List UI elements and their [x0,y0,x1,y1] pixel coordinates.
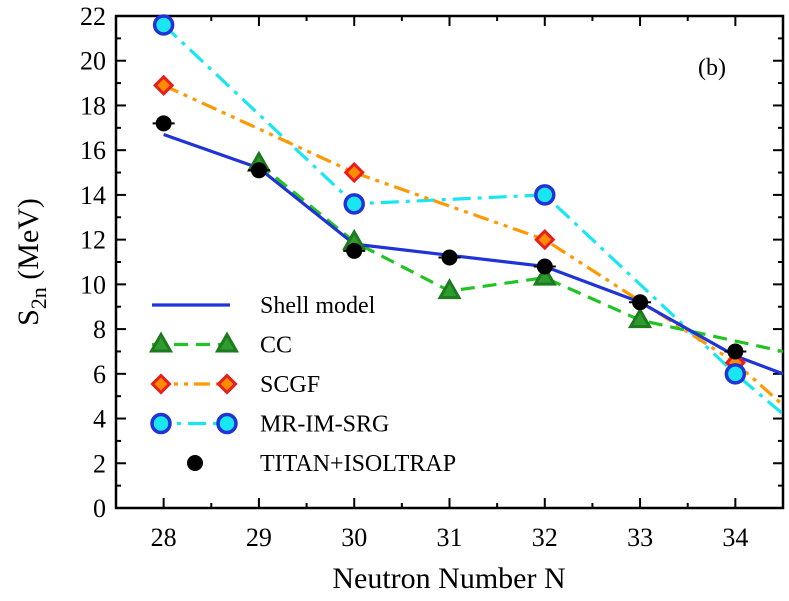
legend-label-cc: CC [260,333,292,359]
y-tick-label: 10 [80,270,106,299]
y-tick-label: 16 [80,136,106,165]
legend-marker-scgf-right [216,373,238,395]
x-tick-label: 33 [627,523,653,552]
y-tick-label: 6 [93,360,106,389]
data-point-scgf [534,229,556,251]
legend-marker-scgf-left [150,373,172,395]
data-point-exp [441,249,458,266]
data-point-cc [627,307,653,329]
y-axis-title: S2n (MeV) [12,198,51,326]
data-point-scgf [343,161,365,184]
data-point-mrimsrg [343,193,365,215]
x-tick-label: 32 [532,523,558,552]
data-point-exp [155,115,172,132]
legend-label-mrimsrg: MR-IM-SRG [260,412,389,438]
y-tick-label: 22 [80,2,106,31]
y-tick-label: 12 [80,226,106,255]
y-axis-title-main: S [12,309,45,326]
data-point-exp [346,242,363,259]
y-tick-label: 20 [80,47,106,76]
data-point-cc [532,264,557,286]
x-axis-title: Neutron Number N [332,562,565,595]
data-point-scgf [153,74,175,96]
y-tick-label: 14 [80,181,106,210]
legend-label-exp: TITAN+ISOLTRAP [260,451,456,477]
y-tick-label: 2 [93,449,106,478]
legend: Shell model CC SCGF MR-IM-SRG TITAN+ISOLTRAP [148,293,456,477]
y-axis-title-unit: (MeV) [12,198,45,287]
series-line-mrimsrg [162,23,783,416]
data-point-exp [536,258,553,275]
panel-label: (b) [698,55,726,81]
legend-label-scgf: SCGF [260,372,320,398]
data-point-exp [250,162,267,179]
y-tick-label: 4 [93,405,106,434]
series-line-shell [163,133,783,376]
series-line-scgf [162,83,783,407]
x-tick-label: 29 [246,523,272,552]
legend-marker-mrimsrg-right [216,412,238,435]
y-tick-label: 0 [93,494,106,523]
legend-marker-cc-right [214,331,240,353]
legend-marker-exp [187,455,203,471]
axis-ticks: 0 2 4 6 8 10 12 14 16 18 20 22 28 29 30 31 32 33 34 [80,2,784,552]
y-tick-label: 8 [93,315,106,344]
y-tick-label: 18 [80,91,106,120]
x-tick-label: 31 [437,523,463,552]
legend-marker-mrimsrg-left [150,412,172,435]
y-axis-title-sub: 2n [26,287,51,309]
x-tick-label: 28 [151,523,177,552]
legend-label-shell: Shell model [260,293,376,319]
data-point-exp [727,343,744,360]
data-point-mrimsrg [534,184,556,206]
legend-marker-cc-left [148,331,174,353]
data-point-cc [437,278,462,300]
data-point-exp [632,294,649,311]
data-point-mrimsrg [724,363,747,385]
series-lines [162,23,783,416]
series-markers [152,14,747,385]
series-line-cc [257,162,783,354]
x-tick-label: 34 [722,523,748,552]
x-tick-label: 30 [341,523,367,552]
data-point-mrimsrg [152,14,175,36]
